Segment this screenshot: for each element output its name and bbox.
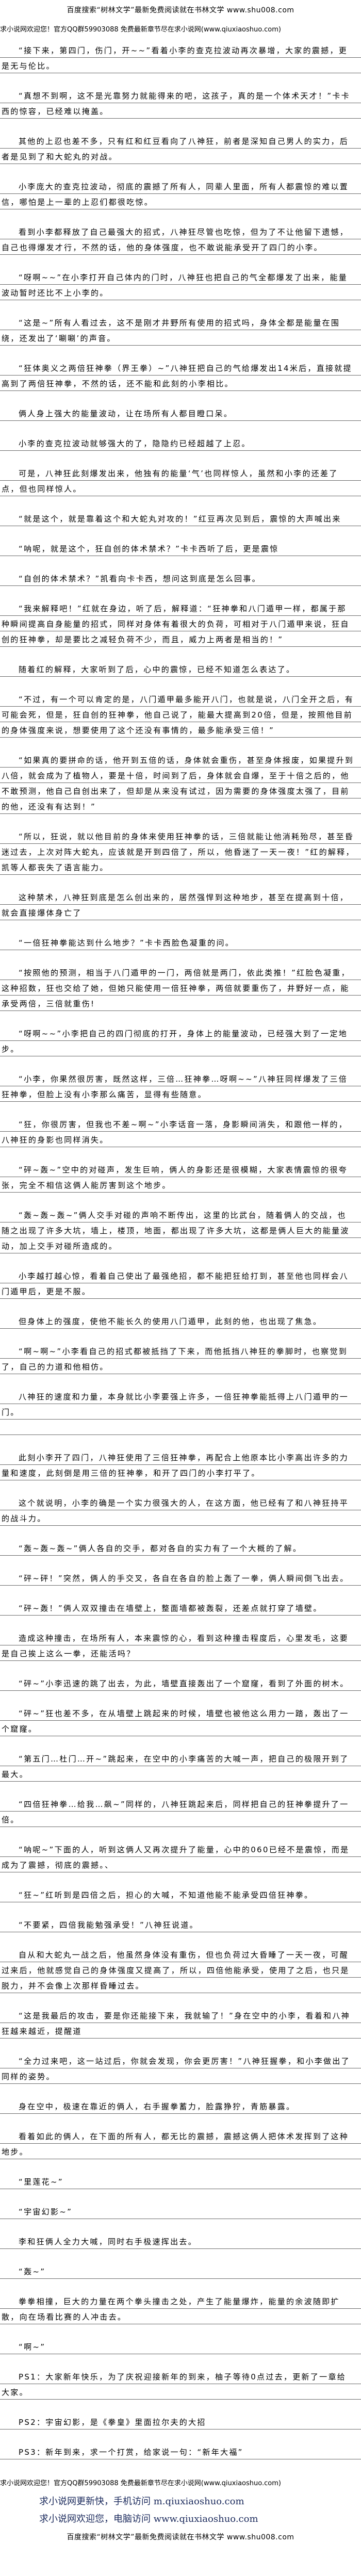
paragraph: “砰~”狂也差不多，在从墙壁上跳起来的时候，墙壁也被他这么用力一踏，轰出了一个窟… bbox=[0, 1706, 361, 1737]
paragraph: “砰~砰！”突然，俩人的手交叉，各自在各自的脸上轰了一拳，俩人瞬间倒飞出去。 bbox=[0, 1571, 361, 1586]
paragraph: “狂，你很厉害，但我也不差~啊~”小李话音一落，身影瞬间消失，和跟他一样的，八神… bbox=[0, 1117, 361, 1148]
paragraph: “四倍狂神拳…给我…飙~”同样的，八神狂跳起来后，同样把自己的狂神拳提升了一倍。 bbox=[0, 1797, 361, 1828]
paragraph: “轰~轰~轰~”俩人交手对碰的声响不断传出，这里的比武台，随着俩人的交战，也随之… bbox=[0, 1208, 361, 1254]
paragraph: “轰~” bbox=[0, 2264, 361, 2279]
paragraph: 这种禁术，八神狂到底是怎么创出来的，居然强悍到这种地步，甚至在提高到十倍，就会直… bbox=[0, 890, 361, 921]
top-promo-banner: 百度搜索“树林文学”最新免费阅读就在书林文学 www.shu008.com bbox=[67, 6, 294, 14]
paragraph: “不要紧，四倍我能勉强承受！”八神狂说道。 bbox=[0, 1917, 361, 1933]
paragraph: PS3：新年到来，求一个打赏，给家说一句：“新年大福” bbox=[0, 2444, 361, 2460]
paragraph: “呐呢~”下面的人，听到这俩人又再次提升了能量，心中的060已经不是震惊，而是成… bbox=[0, 1842, 361, 1873]
paragraph: 小李的查克拉波动就够强大的了，隐隐约已经超越了上忍。 bbox=[0, 436, 361, 451]
paragraph: “就是这个，就是靠着这个和大蛇丸对攻的！”红豆再次见到后，震惊的大声喊出来 bbox=[0, 511, 361, 527]
paragraph: 随着红的解释，大家听到了后，心中的震惊，已经不知道怎么表达了。 bbox=[0, 662, 361, 677]
paragraph: “砰~”小李迅速的跳了出去，为此，墙壁直接轰出了一个窟窿，看到了外面的树木。 bbox=[0, 1676, 361, 1691]
paragraph: “小李，你果然很厉害，既然这样，三倍…狂神拳…呀啊~~”八神狂同样爆发了三倍狂神… bbox=[0, 1071, 361, 1102]
paragraph: “呐呢，就是这个，狂自创的体术禁术？”卡卡西听了后，更是震惊 bbox=[0, 541, 361, 557]
paragraph: 小李庞大的查克拉波动，彻底的震撼了所有人，同辈人里面，所有人都震惊的难以置信，哪… bbox=[0, 179, 361, 210]
paragraph: “第五门…杜门…开~”跳起来，在空中的小李痛苦的大喊一声，把自己的极限开到了最大… bbox=[0, 1751, 361, 1782]
site-notice: 求小说网欢迎您！官方QQ群59903088 免费最新章节尽在求小说网(www.q… bbox=[0, 26, 281, 34]
paragraph: “里莲花~” bbox=[0, 2174, 361, 2190]
paragraph: 看到小李都释放了自己最强大的招式，八神狂尽管也吃惊，但为了不让他留下遗憾，自己也… bbox=[0, 224, 361, 255]
paragraph: “所以，狂说，就以他目前的身体来使用狂神拳的话，三倍就能让他消耗殆尽，甚至昏迷过… bbox=[0, 829, 361, 875]
paragraph: “这是我最后的攻击，要是你还能接下来，我就输了！”身在空中的小李，看着和八神狂越… bbox=[0, 2008, 361, 2039]
paragraph: “全力过来吧，这一站过后，你就会发现，你会更厉害！”八神狂握拳，和小李做出了同样… bbox=[0, 2053, 361, 2084]
paragraph: 拳拳相撞，巨大的力量在两个拳头撞击之处，产生了能量爆炸，能量的余波随即扩散，向在… bbox=[0, 2294, 361, 2325]
paragraph: 但身体上的强度，使他不能长久的使用八门遁甲，此刻的他，也出现了焦急。 bbox=[0, 1314, 361, 1329]
paragraph: 可是，八神狂此刻爆发出来，他独有的能量‘气’也同样惊人，虽然和小李的还差了点，但… bbox=[0, 466, 361, 497]
paragraph: “轰~轰~轰~”俩人各自的交手，都对各自的实力有了一个大概的了解。 bbox=[0, 1541, 361, 1556]
paragraph: 小李越打越心惊，看着自己使出了最强绝招，都不能把狂给打到，甚至他也同样会八门遁甲… bbox=[0, 1268, 361, 1299]
paragraph: 李和狂俩人全力大喊，同时右手极速挥出去。 bbox=[0, 2234, 361, 2249]
paragraph: “呀啊~~”小李把自己的四门彻底的打开，身体上的能量波动，已经强大到了一定地步。 bbox=[0, 1026, 361, 1057]
paragraph: “我来解释吧！”红就在身边，听了后，解释道：“狂神拳和八门遁甲一样，都属于那种瞬… bbox=[0, 601, 361, 647]
bottom-promo-banner: 百度搜索“树林文学”最新免费阅读就在书林文学 www.shu008.com bbox=[67, 2533, 294, 2541]
paragraph: “砰~轰！”俩人双双撞击在墙壁上，整面墙都被轰裂，还差点就打穿了墙壁。 bbox=[0, 1601, 361, 1616]
mobile-access-link[interactable]: 求小说网更新快，手机访问 m.qiuxiaoshuo.com bbox=[39, 2496, 244, 2507]
paragraph: 自从和大蛇丸一战之后，他虽然身体没有重伤，但也负荷过大昏睡了一天一夜，可醒过来后… bbox=[0, 1947, 361, 1994]
paragraph: PS1：大家新年快乐，为了庆祝迎接新年的到来，柚子等待0点过去，更新了一章给大家… bbox=[0, 2369, 361, 2400]
paragraph: “按照他的预测，相当于八门遁甲的一门，两倍就是两门，依此类推！”红脸色凝重，这种… bbox=[0, 965, 361, 1012]
paragraph: 八神狂的速度和力量，本身就比小李要强上许多，一倍狂神拳能抵得上八门遁甲的一门。 bbox=[0, 1389, 361, 1436]
paragraph: “啊~” bbox=[0, 2339, 361, 2355]
chapter-content: “接下来，第四门，伤门，开~~”看着小李的查克拉波动再次暴增，大家的震撼，更是无… bbox=[0, 39, 361, 2460]
paragraph: “接下来，第四门，伤门，开~~”看着小李的查克拉波动再次暴增，大家的震撼，更是无… bbox=[0, 43, 361, 74]
paragraph: 看着如此的俩人，在下面的所有人，都无比的震撼，震撼这俩人把体术发挥到了这种地步。 bbox=[0, 2129, 361, 2160]
paragraph: 其他的上忍也差不多，只有红和红豆看向了八神狂，前者是深知自己男人的实力，后者是见… bbox=[0, 134, 361, 165]
paragraph: 这个就说明，小李的确是一个实力很强大的人，在这方面，他已经有了和八神狂持平的战斗… bbox=[0, 1495, 361, 1526]
paragraph: 此刻小李开了四门，八神狂使用了三倍狂神拳，再配合上他原本比小李高出许多的力量和速… bbox=[0, 1450, 361, 1481]
paragraph: “呀啊~~”在小李打开自己体内的门时，八神狂也把自己的气全都爆发了出来，能量波动… bbox=[0, 270, 361, 301]
paragraph: “狂~”红听到是四倍之后，担心的大喊，不知道他能不能承受四倍狂神拳。 bbox=[0, 1887, 361, 1903]
paragraph: “狂体奥义之两倍狂神拳（界王拳）~”八神狂把自己的气给爆发出14米后，直接就提高… bbox=[0, 361, 361, 392]
paragraph: “如果真的要拼命的话，他开到五倍的话，身体就会重伤，甚至身体报废，如果提升到八倍… bbox=[0, 753, 361, 814]
paragraph: “砰~轰~”空中的对碰声，发生巨响，俩人的身影还是很模糊，大家表情震惊的很夸张，… bbox=[0, 1162, 361, 1193]
paragraph: 造成这种撞击，在场所有人，本来震惊的心，看到这种撞击程度后，心里发毛，这要是自己… bbox=[0, 1631, 361, 1661]
paragraph: “宇宙幻影~” bbox=[0, 2204, 361, 2220]
paragraph: “真想不到啊，这不是光靠努力就能得来的吧，这孩子，真的是一个体术天才！”卡卡西的… bbox=[0, 88, 361, 119]
paragraph: “自创的体术禁术？”凯看向卡卡西，想问这到底是怎么回事。 bbox=[0, 571, 361, 586]
footer-site-notice: 求小说网欢迎您！官方QQ群59903088 免费最新章节尽在求小说网(www.q… bbox=[0, 2480, 281, 2487]
pc-access-link[interactable]: 求小说网欢迎您，电脑访问 www.qiuxiaoshuo.com bbox=[39, 2514, 258, 2524]
paragraph: “一倍狂神拳能达到什么地步？”卡卡西脸色凝重的问。 bbox=[0, 935, 361, 951]
paragraph: 身在空中，极速在靠近的俩人，右手握拳蓄力，脸露狰狞，青筋暴露。 bbox=[0, 2099, 361, 2114]
paragraph: PS2：宇宙幻影，是《拳皇》里面拉尔夫的大招 bbox=[0, 2415, 361, 2430]
paragraph: “啊~啊~”小李看自己的招式都被抵挡了下来，而他抵挡八神狂的拳脚时，也察觉到了，… bbox=[0, 1344, 361, 1375]
paragraph: 俩人身上强大的能量波动，让在场所有人都目瞪口呆。 bbox=[0, 406, 361, 421]
paragraph: “这是~”所有人看过去，这不是刚才井野所有使用的招式吗，身体全都是能量在围绕，还… bbox=[0, 315, 361, 346]
paragraph: “不过，有一个可以肯定的是，八门遁甲最多能开八门，也就是说，八门全开之后，有可能… bbox=[0, 692, 361, 738]
